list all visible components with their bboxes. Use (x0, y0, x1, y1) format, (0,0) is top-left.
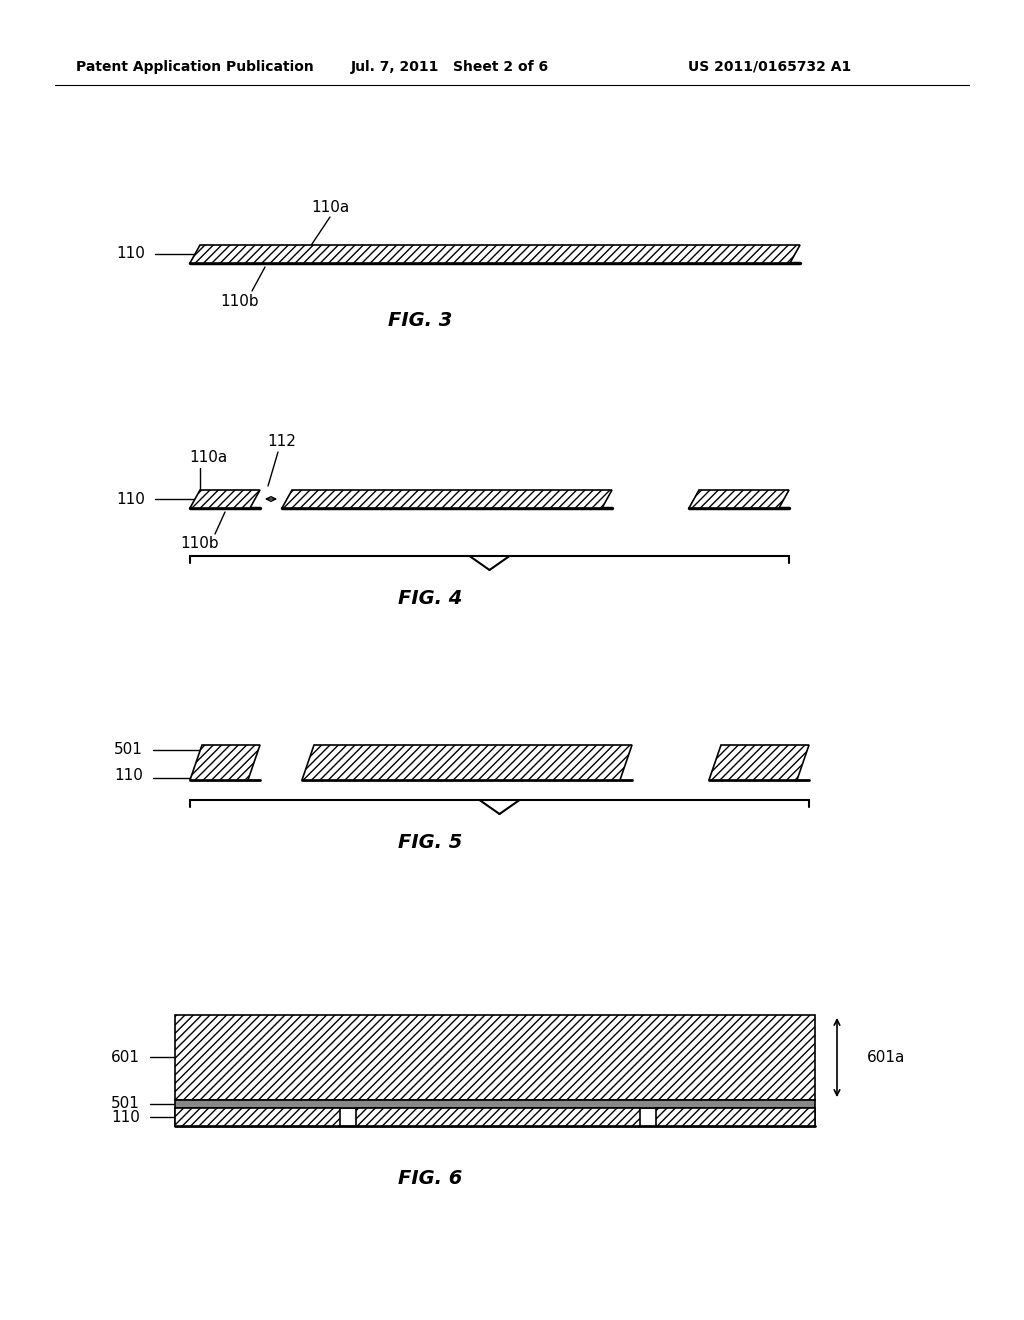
Bar (175, 1100, 815, 1107)
Text: 110a: 110a (188, 450, 227, 466)
Polygon shape (190, 246, 800, 263)
Polygon shape (709, 744, 809, 780)
Text: 601: 601 (111, 1049, 140, 1064)
Polygon shape (282, 490, 612, 508)
Bar (175, 1107, 340, 1126)
Text: 110b: 110b (180, 536, 219, 552)
Text: 110a: 110a (311, 199, 349, 214)
Text: 501: 501 (114, 742, 143, 758)
Text: 110: 110 (112, 1110, 140, 1125)
Text: 112: 112 (267, 434, 296, 450)
Text: 601a: 601a (867, 1049, 905, 1065)
Text: 501: 501 (112, 1097, 140, 1111)
Text: Jul. 7, 2011   Sheet 2 of 6: Jul. 7, 2011 Sheet 2 of 6 (351, 59, 549, 74)
Text: 110: 110 (114, 767, 143, 783)
Text: 110: 110 (116, 247, 145, 261)
Text: FIG. 5: FIG. 5 (397, 833, 462, 851)
Text: US 2011/0165732 A1: US 2011/0165732 A1 (688, 59, 852, 74)
Polygon shape (302, 744, 632, 780)
Text: FIG. 6: FIG. 6 (397, 1168, 462, 1188)
Text: Patent Application Publication: Patent Application Publication (76, 59, 314, 74)
Bar (356, 1107, 640, 1126)
Polygon shape (190, 490, 260, 508)
Bar (656, 1107, 815, 1126)
Polygon shape (190, 744, 260, 780)
Text: FIG. 3: FIG. 3 (388, 312, 453, 330)
Polygon shape (689, 490, 790, 508)
Text: 110: 110 (116, 491, 145, 507)
Text: 110b: 110b (221, 293, 259, 309)
Text: FIG. 4: FIG. 4 (397, 589, 462, 607)
Bar (175, 1015, 815, 1100)
